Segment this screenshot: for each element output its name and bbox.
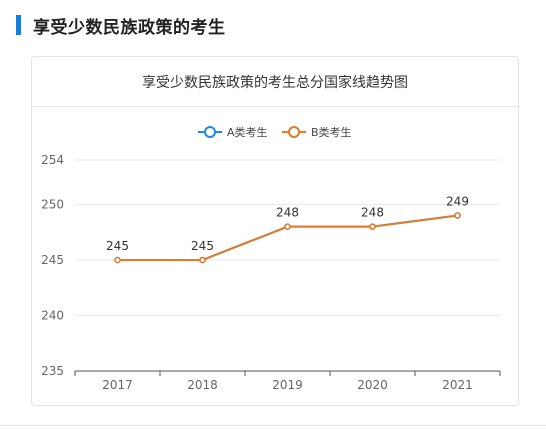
data-point <box>114 256 121 264</box>
legend-marker-a <box>204 126 216 138</box>
section-header: 享受少数民族政策的考生 <box>16 13 226 38</box>
x-tick-label: 2018 <box>187 378 218 392</box>
line-chart: 254 250 245 240 235 2017 2018 2019 2020 2021 A类考生 B… <box>41 125 501 392</box>
y-tick-label: 245 <box>41 253 64 267</box>
legend-label: A类考生 <box>227 125 268 139</box>
data-label: 248 <box>276 206 299 220</box>
data-label: 245 <box>191 239 214 253</box>
x-tick-label: 2017 <box>102 378 133 392</box>
data-point <box>284 223 291 230</box>
legend-label: B类考生 <box>311 125 352 139</box>
page-divider <box>0 425 546 426</box>
section-title: 享受少数民族政策的考生 <box>33 17 226 38</box>
y-tick-label: 240 <box>41 308 64 322</box>
x-tick-label: 2019 <box>272 378 303 392</box>
data-point <box>454 212 461 219</box>
x-tick-label: 2020 <box>357 378 388 392</box>
data-point <box>199 256 206 264</box>
y-tick-label: 235 <box>41 364 64 378</box>
chart-card: 享受少数民族政策的考生总分国家线趋势图 254 250 245 240 235 2017 2… <box>31 56 519 406</box>
section-accent-bar <box>16 15 21 35</box>
data-label: 245 <box>106 239 129 253</box>
series-line <box>117 214 458 261</box>
chart-title: 享受少数民族政策的考生总分国家线趋势图 <box>142 74 408 91</box>
data-label: 249 <box>446 195 469 209</box>
x-tick-label: 2021 <box>442 378 473 392</box>
legend-marker-b <box>288 126 300 138</box>
data-point <box>369 223 376 230</box>
data-label: 248 <box>361 206 384 220</box>
y-tick-label: 254 <box>41 153 64 167</box>
chart-card-header: 享受少数民族政策的考生总分国家线趋势图 <box>32 57 518 107</box>
y-tick-label: 250 <box>41 197 64 211</box>
